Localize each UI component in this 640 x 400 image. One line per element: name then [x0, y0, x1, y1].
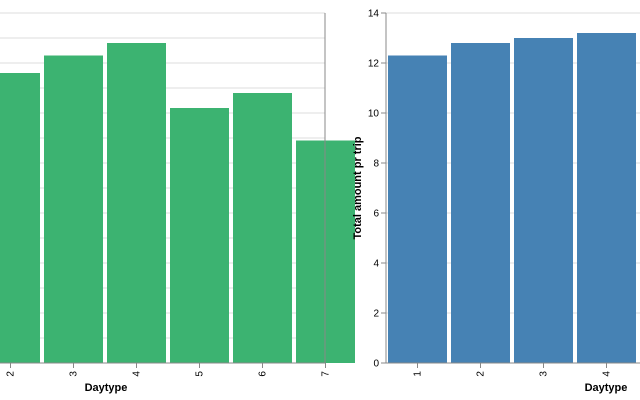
y-tick-label: 0: [373, 359, 379, 370]
bar-1: [388, 55, 447, 363]
x-tick-label: 4: [602, 371, 613, 377]
bar-3: [44, 55, 103, 363]
right-y-axis: 0 2 4 6 8 10 12 14: [368, 9, 387, 370]
bar-4: [577, 33, 636, 363]
x-tick-label: 3: [539, 371, 550, 377]
y-tick-label: 2: [373, 309, 379, 320]
bar-5: [170, 108, 229, 363]
left-bars: [0, 43, 355, 363]
y-tick-label: 12: [368, 59, 380, 70]
x-tick-label: 2: [6, 371, 17, 377]
bar-2: [0, 73, 40, 363]
x-tick-label: 2: [476, 371, 487, 377]
x-tick-label: 7: [321, 371, 332, 377]
y-tick-label: 6: [373, 209, 379, 220]
y-tick-label: 10: [368, 109, 380, 120]
left-x-axis: 2 3 4 5 6 7: [0, 13, 332, 377]
right-y-axis-title: Total amount pr trip: [352, 136, 364, 239]
y-tick-label: 14: [368, 9, 380, 20]
y-tick-label: 8: [373, 159, 379, 170]
x-tick-label: 1: [413, 371, 424, 377]
bar-6: [233, 93, 292, 363]
x-tick-label: 5: [195, 371, 206, 377]
bar-4: [107, 43, 166, 363]
right-x-axis-title: Daytype: [585, 382, 628, 394]
right-x-axis: 1 2 3 4: [386, 362, 640, 377]
x-tick-label: 4: [132, 371, 143, 377]
left-bar-chart: 2 3 4 5 6 7 Daytype: [0, 12, 355, 394]
bar-2: [451, 43, 510, 363]
x-tick-label: 6: [258, 371, 269, 377]
right-bars: [388, 33, 636, 363]
left-x-axis-title: Daytype: [85, 382, 128, 394]
y-tick-label: 4: [373, 259, 379, 270]
bar-3: [514, 38, 573, 363]
x-tick-label: 3: [69, 371, 80, 377]
